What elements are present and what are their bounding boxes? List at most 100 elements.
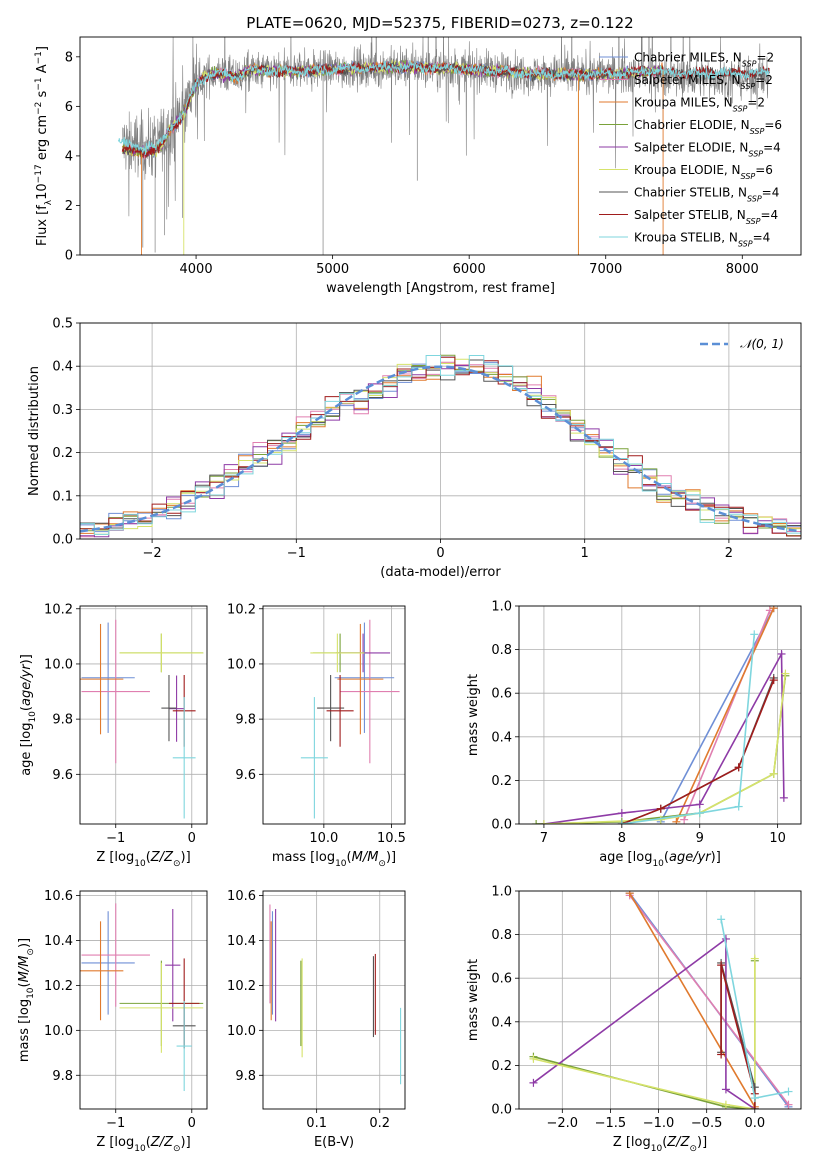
label-part: SSP xyxy=(750,126,765,135)
x-tick-label: 4000 xyxy=(180,262,213,277)
figure-title: PLATE=0620, MJD=52375, FIBERID=0273, z=0… xyxy=(246,14,633,32)
plot-area xyxy=(300,619,400,819)
mass-weight-line xyxy=(621,634,756,824)
legend-entry: 𝒩(0, 1) xyxy=(740,337,784,351)
x-tick-label: −2 xyxy=(143,546,162,561)
y-tick-label: 10.2 xyxy=(44,979,73,994)
axes-frame xyxy=(262,605,406,825)
x-tick-label: 10 xyxy=(769,831,786,846)
label-part: λ xyxy=(44,199,54,205)
mass-weight-line xyxy=(629,892,756,1108)
label-part: (data-model)/error xyxy=(380,565,501,580)
plot-area xyxy=(80,619,204,819)
x-tick-label: −1.5 xyxy=(595,1116,627,1131)
x-tick-label: 0 xyxy=(188,1116,196,1131)
label-part: =2 xyxy=(756,50,774,64)
mass-weight-line xyxy=(532,937,756,1109)
x-tick-label: 7 xyxy=(540,831,548,846)
y-tick-label: 10.2 xyxy=(227,979,256,994)
x-axis-label: wavelength [Angstrom, rest frame] xyxy=(326,281,555,296)
y-axis-label: Normed distribution xyxy=(27,366,42,496)
label-part: Chabrier ELODIE, N xyxy=(634,118,750,132)
label-part: SSP xyxy=(747,194,762,203)
label-part: 10 xyxy=(335,859,347,869)
y-tick-label: 9.8 xyxy=(235,713,256,728)
label-part: mass weight xyxy=(466,959,481,1041)
label-part: mass [log xyxy=(17,999,32,1062)
y-tick-label: 10.0 xyxy=(44,1024,73,1039)
label-part: 10 xyxy=(134,1144,146,1154)
x-axis-label: Z [log10(Z/Z⊙)] xyxy=(96,1135,190,1154)
label-part: age/yr xyxy=(669,850,712,865)
panel-age-vs-metallicity: −1 09.69.810.010.2Z [log10(Z/Z⊙)]age [log… xyxy=(19,602,208,869)
y-tick-label: 0.2 xyxy=(491,774,512,789)
y-axis-label: age [log10(age/yr)] xyxy=(19,654,38,776)
y-tick-label: 0.4 xyxy=(491,730,512,745)
legend-entry: Kroupa MILES, NSSP=2 xyxy=(634,95,765,113)
label-part: Normed distribution xyxy=(27,366,42,496)
y-tick-label: 0.0 xyxy=(491,818,512,833)
panel-spectrum: 4000 5000 6000 7000 8000 0 2 4 6 8 wavelength [Ang… xyxy=(34,36,802,296)
x-axis-label: Z [log10(Z/Z⊙)] xyxy=(613,1135,707,1154)
plot-area xyxy=(117,37,771,255)
label-part: )] xyxy=(181,850,191,865)
label-part: age/yr xyxy=(19,663,34,706)
x-tick-label: −0.5 xyxy=(691,1116,723,1131)
y-axis-label: mass weight xyxy=(466,959,481,1041)
histogram-step-line xyxy=(80,355,801,535)
label-part: )] xyxy=(711,850,721,865)
label-part: Salpeter ELODIE, N xyxy=(634,140,748,154)
y-tick-label: 10.2 xyxy=(44,602,73,617)
label-part: −17 xyxy=(34,164,44,183)
legend-entry: Chabrier MILES, NSSP=2 xyxy=(634,50,774,68)
y-tick-label: 0.6 xyxy=(491,687,512,702)
label-part: ⊙ xyxy=(26,948,36,956)
y-tick-label: 10.2 xyxy=(227,602,256,617)
label-part: ( xyxy=(347,850,352,865)
label-part: Z/Z xyxy=(150,850,174,865)
label-part: age [log xyxy=(599,850,652,865)
x-tick-label: 8 xyxy=(618,831,626,846)
legend-entry: Salpeter MILES, NSSP=2 xyxy=(634,73,773,91)
model-spectrum-line xyxy=(117,60,770,155)
mass-weight-line xyxy=(683,610,771,820)
y-tick-label: 2 xyxy=(65,199,73,214)
label-part: =2 xyxy=(755,73,773,87)
label-part: 10 xyxy=(652,859,664,869)
y-tick-label: 9.8 xyxy=(52,713,73,728)
y-tick-label: 0.2 xyxy=(52,446,73,461)
label-part: mass weight xyxy=(466,674,481,756)
y-tick-label: 9.6 xyxy=(235,768,256,783)
y-axis-label: mass weight xyxy=(466,674,481,756)
label-part: =4 xyxy=(760,208,778,222)
label-part: SSP xyxy=(748,149,763,158)
legend: Chabrier MILES, NSSP=2 Salpeter MILES, NS… xyxy=(599,50,782,248)
y-tick-label: 0.5 xyxy=(52,317,73,332)
y-tick-label: 0.0 xyxy=(52,533,73,548)
label-part: SSP xyxy=(746,216,761,225)
y-tick-label: 10.6 xyxy=(227,889,256,904)
mass-weight-line xyxy=(660,607,775,823)
label-part: )] xyxy=(697,1135,707,1150)
mass-weight-line xyxy=(675,607,775,823)
mass-weight-line xyxy=(621,679,775,824)
y-tick-label: 1.0 xyxy=(491,600,512,615)
label-part: A xyxy=(35,64,50,77)
x-axis-label: Z [log10(Z/Z⊙)] xyxy=(96,850,190,869)
label-part: Z [log xyxy=(96,1135,134,1150)
y-tick-label: 0.6 xyxy=(491,972,512,987)
plot-area xyxy=(529,891,793,1109)
label-part: 10 xyxy=(651,1144,663,1154)
axes-frame xyxy=(518,605,802,825)
x-tick-label: 0.1 xyxy=(306,1116,327,1131)
y-tick-label: 0.4 xyxy=(491,1015,512,1030)
y-tick-label: 9.8 xyxy=(235,1069,256,1084)
label-part: Z [log xyxy=(96,850,134,865)
axes-frame xyxy=(79,890,208,1110)
x-tick-label: −1.0 xyxy=(643,1116,675,1131)
axes-frame xyxy=(79,36,802,256)
label-part: erg cm xyxy=(35,115,50,164)
x-tick-label: 10.5 xyxy=(377,831,406,846)
